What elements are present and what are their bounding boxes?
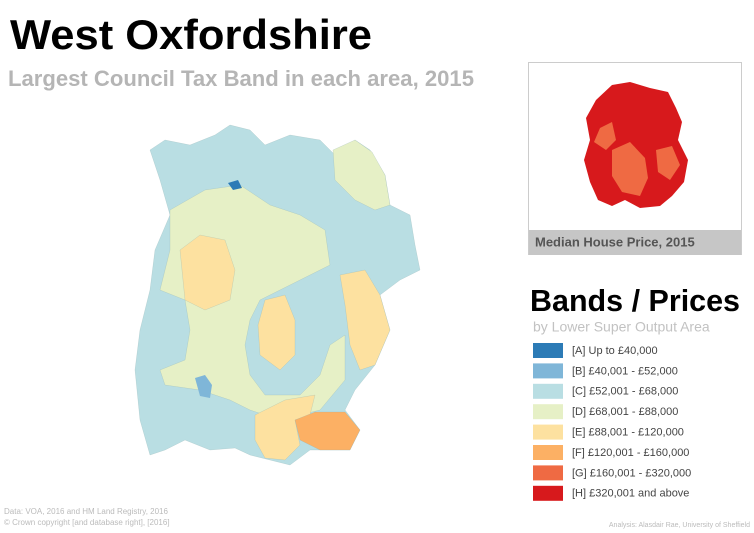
inset-map — [584, 82, 688, 208]
inset-caption: Median House Price, 2015 — [535, 234, 695, 249]
inset-caption-bar — [529, 230, 741, 255]
legend-swatch — [533, 363, 563, 379]
legend-label: [E] £88,001 - £120,000 — [572, 427, 684, 439]
title: West Oxfordshire — [10, 11, 372, 58]
legend-swatch — [533, 424, 563, 440]
legend-subtitle: by Lower Super Output Area — [533, 319, 710, 335]
legend-swatch — [533, 465, 563, 481]
subtitle: Largest Council Tax Band in each area, 2… — [8, 66, 474, 91]
source-line: © Crown copyright [and database right], … — [4, 518, 170, 527]
legend-label: [F] £120,001 - £160,000 — [572, 447, 689, 459]
legend-label: [B] £40,001 - £52,000 — [572, 365, 678, 377]
legend-label: [C] £52,001 - £68,000 — [572, 386, 678, 398]
legend-label: [G] £160,001 - £320,000 — [572, 467, 691, 479]
legend-label: [H] £320,001 and above — [572, 488, 689, 500]
legend-label: [D] £68,001 - £88,000 — [572, 406, 678, 418]
legend-swatch — [533, 445, 563, 460]
legend: [A] Up to £40,000 [B] £40,001 - £52,000 [C… — [533, 343, 691, 501]
main-map — [134, 124, 421, 466]
legend-title: Bands / Prices — [530, 283, 740, 318]
source-line: Data: VOA, 2016 and HM Land Registry, 20… — [4, 507, 168, 516]
legend-swatch — [533, 383, 563, 399]
credit: Analysis: Alasdair Rae, University of Sh… — [609, 522, 750, 529]
legend-label: [A] Up to £40,000 — [572, 345, 658, 357]
legend-swatch — [533, 485, 563, 501]
legend-swatch — [533, 404, 563, 420]
legend-swatch — [533, 343, 563, 358]
